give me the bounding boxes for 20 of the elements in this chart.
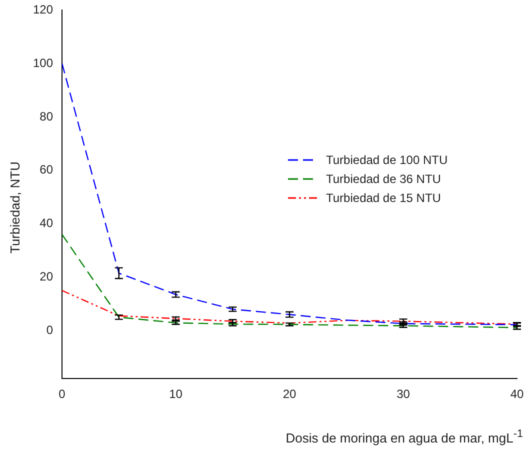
x-tick-label: 40 — [510, 387, 524, 402]
line-series — [62, 62, 517, 326]
y-axis-title: Turbiedad, NTU — [8, 160, 22, 256]
y-tick-label: 80 — [40, 109, 54, 124]
line-series — [62, 290, 517, 325]
legend-label: Turbiedad de 100 NTU — [326, 152, 448, 166]
x-tick-label: 10 — [169, 387, 183, 402]
y-tick-label: 0 — [46, 322, 54, 337]
legend-label: Turbiedad de 36 NTU — [326, 172, 441, 186]
x-tick-label: 20 — [282, 387, 297, 402]
y-tick-label: 60 — [40, 162, 54, 177]
x-tick-label: 0 — [58, 387, 66, 402]
line-series — [62, 234, 517, 328]
x-tick-label: 30 — [396, 387, 410, 402]
x-axis-title: Dosis de moringa en agua de mar, mgL$^{-1}$ — [286, 428, 523, 446]
y-tick-label: 100 — [32, 56, 54, 70]
y-tick-label: 40 — [40, 216, 54, 230]
legend-label: Turbiedad de 15 NTU — [326, 190, 441, 204]
y-tick-label: 20 — [40, 269, 54, 284]
y-tick-label: 120 — [32, 2, 54, 17]
